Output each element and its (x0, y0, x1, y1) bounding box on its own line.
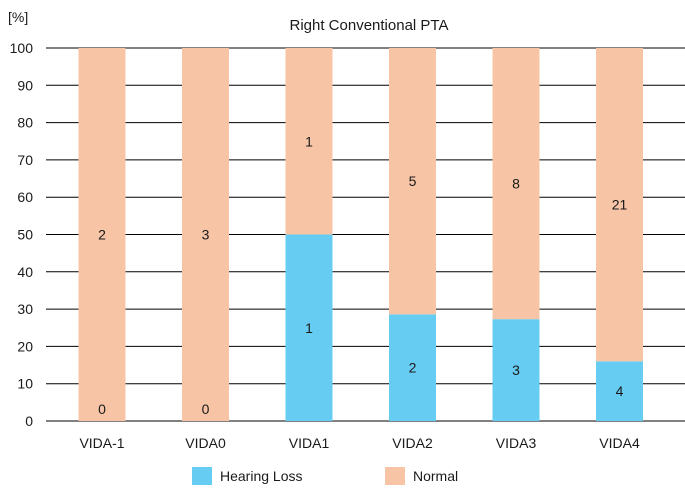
y-tick-0: 0 (25, 413, 33, 429)
count-label-VIDA4-hearing-loss: 4 (616, 383, 624, 399)
chart-title: Right Conventional PTA (290, 17, 449, 34)
y-tick-80: 80 (17, 115, 33, 131)
bar-VIDA-1-normal (78, 48, 126, 421)
y-tick-10: 10 (17, 376, 33, 392)
y-tick-20: 20 (17, 338, 33, 354)
legend: Hearing Loss Normal (192, 467, 458, 485)
count-label-VIDA1-hearing-loss: 1 (305, 320, 313, 336)
y-tick-90: 90 (17, 77, 33, 93)
y-tick-100: 100 (10, 40, 34, 56)
x-tick-VIDA-1: VIDA-1 (79, 435, 124, 451)
y-tick-30: 30 (17, 301, 33, 317)
y-tick-70: 70 (17, 152, 33, 168)
y-tick-labels: 0 10 20 30 40 50 60 70 80 90 100 (10, 40, 34, 429)
bar-VIDA1-normal (285, 48, 333, 235)
count-label-VIDA-1-normal: 2 (98, 227, 106, 243)
legend-label-hearing-loss: Hearing Loss (220, 468, 303, 484)
bar-VIDA0-normal (182, 48, 229, 421)
gridlines (46, 47, 685, 422)
bar-count-labels: 0 2 0 3 1 1 2 5 3 8 4 21 (98, 133, 627, 417)
bars (78, 48, 643, 421)
x-tick-VIDA1: VIDA1 (289, 435, 330, 451)
count-label-VIDA3-normal: 8 (512, 176, 520, 192)
count-label-VIDA2-hearing-loss: 2 (409, 360, 417, 376)
bar-VIDA3-normal (492, 48, 540, 320)
bar-VIDA1-hearing-loss (285, 234, 333, 421)
legend-swatch-normal (385, 467, 405, 485)
y-tick-40: 40 (17, 264, 33, 280)
legend-swatch-hearing-loss (192, 467, 212, 485)
count-label-VIDA0-normal: 3 (202, 227, 210, 243)
count-label-VIDA1-normal: 1 (305, 133, 313, 149)
count-label-VIDA0-hearing-loss: 0 (202, 401, 210, 417)
bar-VIDA2-hearing-loss (389, 314, 436, 421)
count-label-VIDA4-normal: 21 (612, 197, 628, 213)
y-tick-50: 50 (17, 227, 33, 243)
x-tick-VIDA0: VIDA0 (185, 435, 226, 451)
bar-VIDA3-hearing-loss (492, 319, 540, 421)
y-axis-label: [%] (8, 9, 28, 25)
legend-label-normal: Normal (413, 468, 458, 484)
bar-VIDA4-hearing-loss (596, 361, 643, 421)
count-label-VIDA3-hearing-loss: 3 (512, 362, 520, 378)
bar-VIDA2-normal (389, 48, 436, 315)
count-label-VIDA2-normal: 5 (409, 173, 417, 189)
x-tick-VIDA2: VIDA2 (392, 435, 433, 451)
x-tick-VIDA3: VIDA3 (496, 435, 537, 451)
x-tick-labels: VIDA-1 VIDA0 VIDA1 VIDA2 VIDA3 VIDA4 (79, 435, 640, 451)
x-tick-VIDA4: VIDA4 (599, 435, 640, 451)
bar-VIDA4-normal (596, 48, 643, 362)
y-tick-60: 60 (17, 189, 33, 205)
count-label-VIDA-1-hearing-loss: 0 (98, 401, 106, 417)
